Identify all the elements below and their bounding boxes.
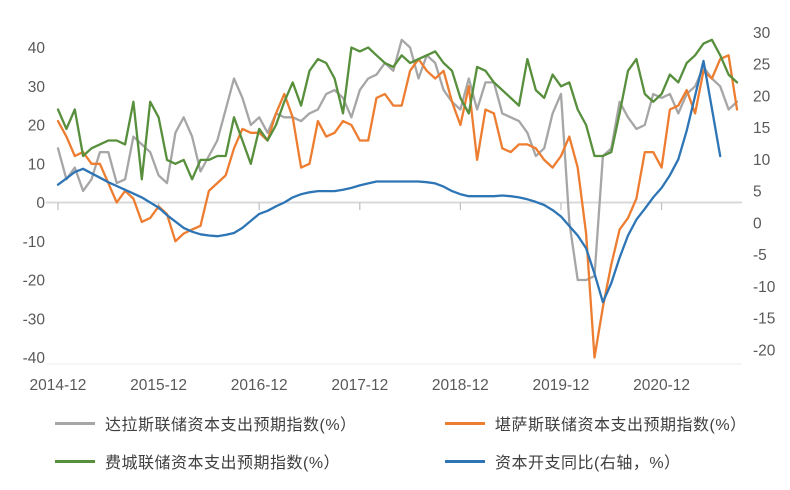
y-axis-left-tick-label: -10 [23,234,46,251]
y-axis-right-tick-label: 15 [753,120,770,137]
y-axis-left-tick-label: 20 [28,118,46,135]
y-axis-left-tick-label: 40 [28,40,46,57]
y-axis-right-tick-label: 20 [753,88,771,105]
y-axis-right-tick-label: 0 [753,215,762,232]
legend-item-philly: 费城联储资本支出预期指数(%） [55,449,445,473]
legend-item-kansas: 堪萨斯联储资本支出预期指数(%） [445,411,790,435]
legend-item-capex-yoy: 资本开支同比(右轴，%） [445,449,790,473]
philly-line-swatch-icon [55,459,95,463]
y-axis-right-tick-label: -20 [753,342,776,359]
x-axis-tick-label: 2014-12 [30,377,87,394]
legend-label-philly: 费城联储资本支出预期指数(%） [105,455,341,472]
y-axis-left-tick-label: 0 [36,195,45,212]
x-axis-tick-label: 2019-12 [533,377,590,394]
legend-label-kansas: 堪萨斯联储资本支出预期指数(%） [495,417,747,434]
series-line-philly [56,38,739,181]
legend-item-dallas: 达拉斯联储资本支出预期指数(%） [55,411,445,435]
line-chart-plot: 40 30 20 10 0 -10 -20 -30 -40 30 25 20 15 10 5 0 -5 -10 -1… [23,25,776,394]
series-line-kansas [56,54,739,359]
dallas-line-swatch-icon [55,421,95,425]
capex-yoy-line-swatch-icon [445,459,485,463]
chart-legend: 达拉斯联储资本支出预期指数(%） 堪萨斯联储资本支出预期指数(%） 费城联储资本… [0,404,790,490]
kansas-line-swatch-icon [445,421,485,425]
x-axis-tick-label: 2018-12 [432,377,489,394]
y-axis-right-tick-label: -5 [753,247,767,264]
y-axis-right-tick-label: 25 [753,57,770,74]
x-axis-tick-label: 2017-12 [331,377,388,394]
y-axis-right-tick-label: -10 [753,279,776,296]
legend-label-capex-yoy: 资本开支同比(右轴，%） [495,455,681,472]
x-axis-tick-label: 2020-12 [633,377,690,394]
legend-label-dallas: 达拉斯联储资本支出预期指数(%） [105,417,357,434]
x-axis-tick-label: 2015-12 [130,377,187,394]
series-line-capex_yoy [56,59,722,304]
chart-area: 40 30 20 10 0 -10 -20 -30 -40 30 25 20 15 10 5 0 -5 -10 -1… [23,25,776,394]
y-axis-left-tick-label: 10 [28,156,46,173]
y-axis-right-tick-label: 10 [753,152,771,169]
y-axis-right-tick-label: -15 [753,311,775,328]
y-axis-right-tick-label: 30 [753,25,771,42]
y-axis-left-tick-label: 30 [28,79,46,96]
y-axis-left-tick-label: -30 [23,311,46,328]
y-axis-right-tick-label: 5 [753,184,762,201]
series-line-dallas [56,38,739,282]
x-axis-tick-label: 2016-12 [231,377,288,394]
y-axis-left-tick-label: -20 [23,273,46,290]
y-axis-left-tick-label: -40 [23,350,46,367]
